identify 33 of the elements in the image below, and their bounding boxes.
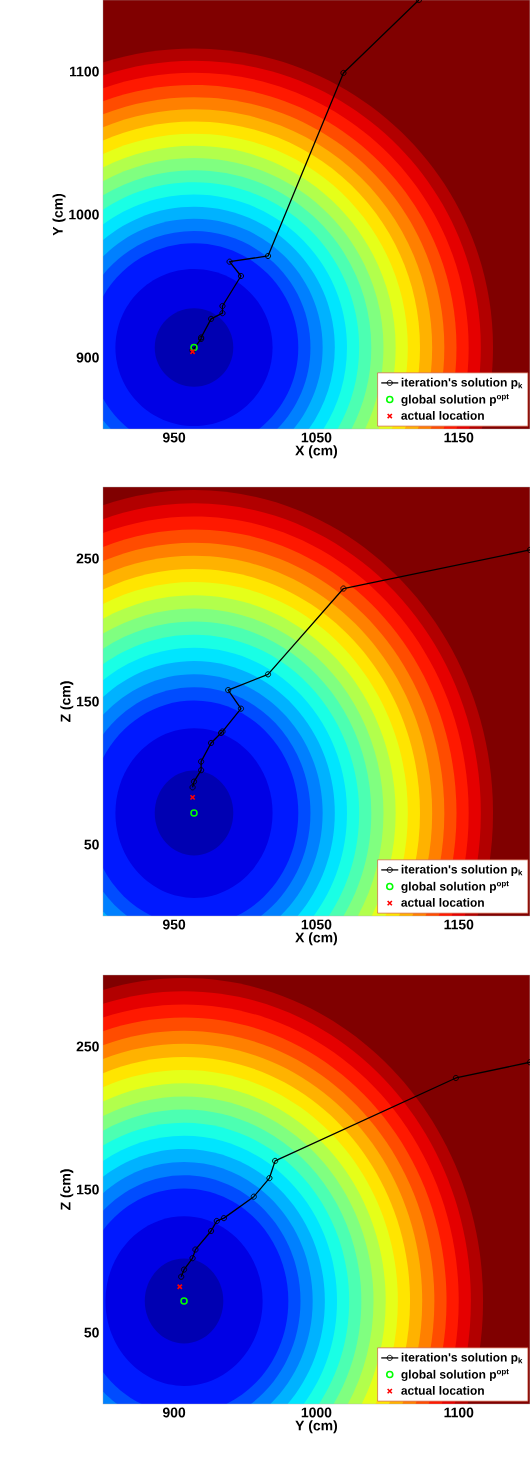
- y-tick-label: 150: [77, 1184, 99, 1195]
- legend-label: iteration's solution p$_{k}$: [401, 864, 523, 876]
- y-axis-title: Y (cm): [52, 193, 66, 236]
- legend-label: actual location: [401, 898, 484, 907]
- y-tick-label: 900: [76, 352, 99, 363]
- x-tick-label: 950: [162, 432, 186, 443]
- legend-label: global solution p$^{opt}$: [401, 393, 509, 407]
- y-tick-label: 250: [76, 553, 99, 564]
- x-tick-label: 1100: [444, 1407, 474, 1418]
- x-tick-label: 1050: [301, 919, 332, 930]
- legend-label: actual location: [401, 1386, 484, 1395]
- x-tick-label: 1000: [301, 1407, 332, 1418]
- x-tick-label: 950: [162, 919, 186, 930]
- x-tick-label: 1150: [444, 919, 474, 930]
- y-tick-label: 250: [76, 1041, 99, 1052]
- y-tick-label: 1000: [69, 209, 99, 220]
- y-axis-title: Z (cm): [60, 1169, 74, 1211]
- x-axis-title: Y (cm): [295, 1420, 338, 1434]
- y-tick-label: 1100: [70, 66, 99, 77]
- legend-label: actual location: [401, 410, 484, 420]
- y-tick-label: 50: [84, 1327, 99, 1338]
- legend-label: global solution p$^{opt}$: [401, 880, 509, 894]
- y-axis-title: Z (cm): [60, 681, 74, 723]
- x-axis-title: X (cm): [295, 445, 338, 459]
- legend-label: global solution p$^{opt}$: [401, 1368, 509, 1382]
- legend-label: iteration's solution p$_{k}$: [401, 377, 523, 389]
- x-tick-label: 900: [162, 1407, 186, 1418]
- y-tick-label: 150: [77, 696, 99, 707]
- x-tick-label: 1150: [444, 432, 474, 443]
- y-tick-label: 50: [84, 839, 99, 850]
- x-tick-label: 1050: [301, 432, 332, 443]
- legend-label: iteration's solution p$_{k}$: [401, 1352, 523, 1364]
- x-axis-title: X (cm): [295, 932, 338, 946]
